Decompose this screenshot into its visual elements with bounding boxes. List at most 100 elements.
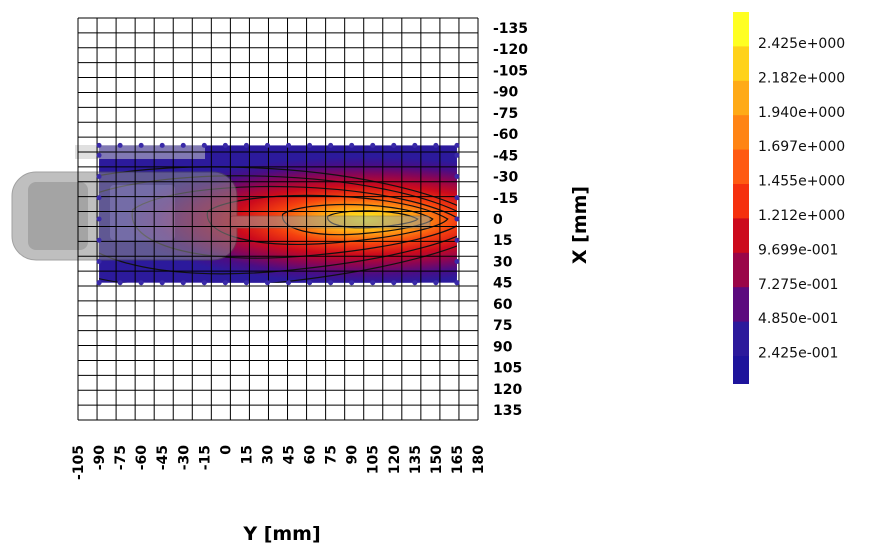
measurement-point (370, 280, 376, 286)
x-tick-label: 105 (366, 445, 382, 474)
x-tick-label: 180 (471, 445, 487, 474)
measurement-point (180, 142, 186, 148)
measurement-point (454, 152, 460, 158)
x-tick-label: 75 (324, 445, 340, 464)
phone-silhouette (11, 145, 431, 261)
colorbar-label: 4.850e-001 (758, 311, 838, 327)
colorbar-label: 2.182e+000 (758, 70, 845, 86)
measurement-point (454, 142, 460, 148)
measurement-point (286, 142, 292, 148)
measurement-point (117, 280, 123, 286)
measurement-point (201, 280, 207, 286)
measurement-point (222, 142, 228, 148)
measurement-point (454, 216, 460, 222)
y-tick-label: 90 (493, 339, 513, 355)
measurement-point (243, 280, 249, 286)
x-tick-label: -15 (197, 445, 213, 470)
colorbar-label: 1.212e+000 (758, 208, 845, 224)
measurement-point (454, 237, 460, 243)
x-tick-label: -30 (176, 445, 192, 471)
x-tick-label: 60 (303, 445, 319, 465)
measurement-point (96, 152, 102, 158)
y-tick-label: -90 (493, 85, 519, 101)
measurement-point (243, 142, 249, 148)
x-tick-label: 120 (387, 445, 403, 474)
colorbar-label: 2.425e+000 (758, 36, 845, 52)
y-axis-title: X [mm] (569, 186, 591, 264)
colorbar-label: 2.425e-001 (758, 346, 838, 362)
measurement-point (349, 142, 355, 148)
x-tick-label: -60 (134, 445, 150, 471)
measurement-point (96, 237, 102, 243)
measurement-point (138, 280, 144, 286)
measurement-point (201, 142, 207, 148)
y-tick-label: 0 (493, 212, 503, 228)
measurement-point (370, 142, 376, 148)
measurement-point (454, 195, 460, 201)
measurement-point (391, 280, 397, 286)
colorbar-label: 1.455e+000 (758, 174, 845, 190)
y-tick-label: -15 (493, 191, 518, 207)
colorbar-label: 9.699e-001 (758, 242, 838, 258)
measurement-points (96, 142, 460, 286)
y-tick-label: -30 (493, 170, 519, 186)
measurement-point (117, 142, 123, 148)
y-tick-label: -45 (493, 148, 518, 164)
colorbar-segment (733, 184, 749, 219)
colorbar-segment (733, 321, 749, 357)
phone-screen (110, 185, 175, 240)
measurement-point (454, 174, 460, 180)
measurement-point (222, 280, 228, 286)
measurement-point (96, 195, 102, 201)
y-tick-label: 75 (493, 318, 512, 334)
measurement-point (433, 142, 439, 148)
y-tick-label: 15 (493, 233, 512, 249)
y-tick-label: -75 (493, 106, 518, 122)
measurement-point (286, 280, 292, 286)
x-tick-label: -75 (113, 445, 129, 470)
measurement-point (433, 280, 439, 286)
colorbar-segment (733, 12, 749, 47)
colorbar-label: 1.697e+000 (758, 139, 845, 155)
measurement-point (96, 174, 102, 180)
y-tick-label: 60 (493, 297, 513, 313)
y-tick-label: 105 (493, 361, 522, 377)
colorbar-segment (733, 252, 749, 288)
measurement-point (391, 142, 397, 148)
measurement-point (349, 280, 355, 286)
colorbar-segment (733, 287, 749, 323)
colorbar-segment (733, 46, 749, 82)
measurement-point (180, 280, 186, 286)
x-tick-label: -105 (71, 445, 87, 480)
colorbar-segment (733, 80, 749, 116)
measurement-point (96, 258, 102, 264)
colorbar-segment (733, 218, 749, 254)
measurement-point (454, 280, 460, 286)
measurement-point (96, 280, 102, 286)
measurement-point (307, 142, 313, 148)
x-tick-label: 135 (408, 445, 424, 474)
x-tick-label: -45 (155, 445, 171, 470)
phone-keypad (28, 182, 88, 250)
measurement-point (454, 258, 460, 264)
x-tick-label: 165 (450, 445, 466, 474)
x-tick-label: 0 (218, 445, 234, 455)
y-tick-label: -105 (493, 63, 528, 79)
x-tick-labels: -105 -90 -75 -60 -45 -30 -15 0 15 30 45 60 75 90 105 12… (71, 445, 487, 480)
measurement-point (264, 142, 270, 148)
measurement-point (412, 280, 418, 286)
y-tick-label: -120 (493, 42, 528, 58)
y-tick-label: -135 (493, 21, 528, 37)
colorbar-segment (733, 115, 749, 151)
y-tick-label: 135 (493, 403, 522, 419)
x-tick-label: 15 (239, 445, 255, 464)
contour-line (99, 175, 457, 275)
colorbar-label: 7.275e-001 (758, 277, 838, 293)
y-tick-label: 30 (493, 254, 513, 270)
measurement-point (264, 280, 270, 286)
chart-grid (77, 17, 479, 421)
y-tick-label: 45 (493, 276, 512, 292)
measurement-point (159, 280, 165, 286)
measurement-point (412, 142, 418, 148)
